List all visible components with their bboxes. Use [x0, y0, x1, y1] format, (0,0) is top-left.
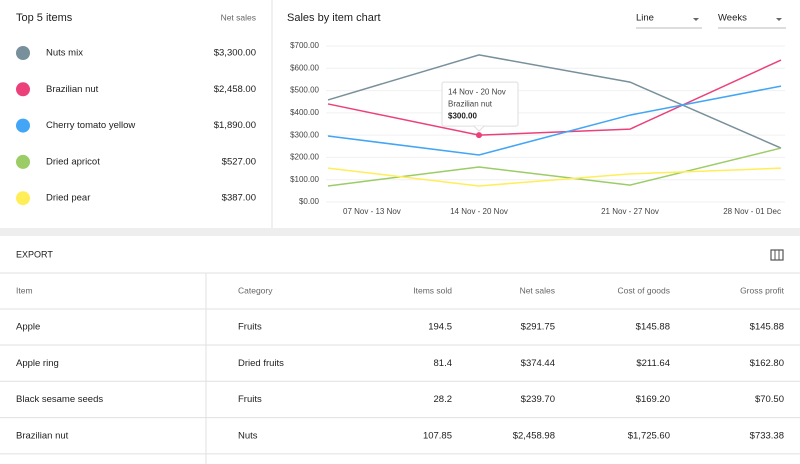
- y-tick-label: $600.00: [290, 63, 319, 72]
- table-cell: Fruits: [238, 322, 262, 333]
- table-cell: 28.2: [434, 394, 453, 405]
- table-cell: 81.4: [434, 358, 453, 369]
- top-items-title: Top 5 items: [16, 12, 73, 24]
- tooltip-pointer: [473, 125, 485, 132]
- chart-title: Sales by item chart: [287, 12, 381, 24]
- dropdown-arrow: [776, 18, 782, 21]
- columns-icon[interactable]: [770, 249, 784, 261]
- series-line: [327, 59, 782, 136]
- item-dot: [16, 118, 30, 133]
- hover-point: [476, 132, 482, 139]
- item-net-sales: $3,300.00: [214, 48, 256, 59]
- item-dot: [16, 82, 30, 97]
- table-cell: $211.64: [636, 358, 670, 369]
- table-cell: $1,725.60: [628, 430, 670, 441]
- x-tick-label: 28 Nov - 01 Dec: [723, 207, 781, 216]
- dropdown-label[interactable]: Line: [636, 13, 654, 24]
- series-line: [327, 167, 782, 187]
- dropdown-arrow: [693, 18, 699, 21]
- table-cell: $169.20: [636, 394, 670, 405]
- table-cell: Apple: [16, 322, 40, 333]
- column-header: Items sold: [413, 285, 452, 295]
- column-header: Category: [238, 285, 273, 295]
- x-tick-label: 07 Nov - 13 Nov: [343, 207, 401, 216]
- chart-type-dropdown[interactable]: Line: [636, 13, 702, 29]
- item-dot: [16, 46, 30, 60]
- table-cell: Black sesame seeds: [16, 394, 103, 405]
- tooltip-series: Brazilian nut: [448, 99, 493, 108]
- table-cell: 107.85: [423, 430, 452, 441]
- table-cell: Dried fruits: [238, 358, 284, 369]
- item-name: Dried apricot: [46, 156, 100, 167]
- item-dot: [16, 191, 30, 206]
- tooltip-value: $300.00: [448, 111, 477, 120]
- table-cell: $2,458.98: [513, 430, 555, 441]
- y-tick-label: $700.00: [290, 41, 319, 50]
- column-header: Gross profit: [740, 285, 785, 295]
- item-name: Nuts mix: [46, 48, 83, 59]
- table-cell: Fruits: [238, 394, 262, 405]
- item-net-sales: $2,458.00: [214, 84, 256, 95]
- x-tick-label: 14 Nov - 20 Nov: [450, 207, 508, 216]
- table-cell: 194.5: [428, 322, 452, 333]
- item-net-sales: $527.00: [222, 156, 256, 167]
- tooltip-category: 14 Nov - 20 Nov: [448, 87, 506, 96]
- item-net-sales: $1,890.00: [214, 120, 256, 131]
- y-tick-label: $400.00: [290, 108, 319, 117]
- top-items-column: Net sales: [221, 12, 256, 22]
- y-tick-label: $500.00: [290, 86, 319, 95]
- table-cell: Apple ring: [16, 358, 59, 369]
- column-header: Item: [16, 285, 33, 295]
- separator: [0, 228, 800, 236]
- item-name: Dried pear: [46, 193, 90, 204]
- table-cell: Brazilian nut: [16, 430, 69, 441]
- table-cell: $374.44: [521, 358, 555, 369]
- y-tick-label: $0.00: [299, 197, 320, 206]
- item-name: Cherry tomato yellow: [46, 120, 135, 131]
- dropdown-label[interactable]: Weeks: [718, 13, 747, 24]
- table-cell: $145.88: [636, 322, 670, 333]
- series-line: [327, 85, 782, 156]
- series-line: [327, 54, 782, 149]
- y-tick-label: $200.00: [290, 153, 319, 162]
- y-tick-label: $300.00: [290, 130, 319, 139]
- column-header: Net sales: [520, 285, 555, 295]
- table-cell: $162.80: [750, 358, 784, 369]
- export-title: EXPORT: [16, 249, 53, 259]
- period-dropdown[interactable]: Weeks: [718, 13, 786, 29]
- x-tick-label: 21 Nov - 27 Nov: [601, 207, 659, 216]
- item-net-sales: $387.00: [222, 193, 256, 204]
- item-name: Brazilian nut: [46, 84, 99, 95]
- column-header: Cost of goods: [618, 285, 670, 295]
- table-cell: $145.88: [750, 322, 784, 333]
- table-cell: $239.70: [521, 394, 555, 405]
- item-dot: [16, 154, 30, 169]
- table-cell: $70.50: [755, 394, 784, 405]
- table-cell: Nuts: [238, 430, 258, 441]
- y-tick-label: $100.00: [290, 175, 319, 184]
- table-cell: $291.75: [521, 322, 555, 333]
- table-cell: $733.38: [750, 430, 784, 441]
- columns-button[interactable]: [770, 249, 784, 261]
